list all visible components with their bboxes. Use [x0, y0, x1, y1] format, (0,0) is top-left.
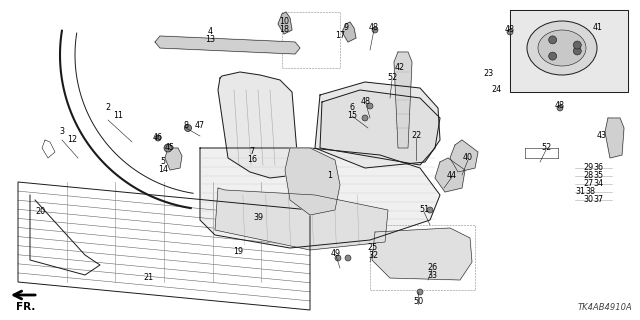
Text: 24: 24 [491, 85, 501, 94]
Text: 34: 34 [593, 180, 603, 188]
Text: 2: 2 [106, 103, 111, 113]
Polygon shape [320, 90, 440, 165]
Polygon shape [372, 228, 472, 280]
Text: 51: 51 [419, 205, 429, 214]
Polygon shape [510, 10, 628, 92]
Text: 12: 12 [67, 135, 77, 145]
Text: 50: 50 [413, 298, 423, 307]
Circle shape [184, 124, 191, 132]
Text: 42: 42 [395, 63, 405, 73]
Text: 11: 11 [113, 111, 123, 121]
Circle shape [372, 27, 378, 33]
Text: 48: 48 [361, 98, 371, 107]
Text: 3: 3 [60, 127, 65, 137]
Circle shape [345, 255, 351, 261]
Circle shape [155, 135, 161, 141]
Text: 14: 14 [158, 164, 168, 173]
Polygon shape [200, 148, 440, 248]
Circle shape [164, 144, 172, 152]
Text: 13: 13 [205, 36, 215, 44]
Text: 49: 49 [331, 250, 341, 259]
Polygon shape [315, 82, 440, 168]
Polygon shape [342, 22, 356, 42]
Text: 15: 15 [347, 111, 357, 121]
Text: 44: 44 [447, 171, 457, 180]
Circle shape [335, 255, 341, 261]
Text: 32: 32 [368, 252, 378, 260]
Text: 7: 7 [250, 148, 255, 156]
Text: 1: 1 [328, 171, 333, 180]
Text: 28: 28 [583, 172, 593, 180]
Text: 22: 22 [411, 132, 421, 140]
Text: 48: 48 [369, 23, 379, 33]
Text: 35: 35 [593, 172, 603, 180]
Text: 41: 41 [593, 23, 603, 33]
Text: 52: 52 [387, 74, 397, 83]
Text: 31: 31 [575, 188, 585, 196]
Text: 33: 33 [427, 271, 437, 281]
Ellipse shape [527, 21, 597, 75]
Text: 4: 4 [207, 28, 212, 36]
Polygon shape [215, 188, 388, 250]
Text: TK4AB4910A: TK4AB4910A [577, 303, 632, 312]
Text: 48: 48 [505, 26, 515, 35]
Text: 47: 47 [195, 122, 205, 131]
Text: 23: 23 [483, 69, 493, 78]
Text: 29: 29 [583, 164, 593, 172]
Text: 37: 37 [593, 196, 603, 204]
Circle shape [573, 41, 581, 49]
Polygon shape [165, 148, 182, 170]
Text: 26: 26 [427, 263, 437, 273]
Text: FR.: FR. [16, 302, 36, 312]
Circle shape [573, 47, 581, 55]
Text: 16: 16 [247, 156, 257, 164]
Polygon shape [285, 148, 340, 215]
Polygon shape [218, 72, 298, 178]
Polygon shape [278, 12, 292, 34]
Text: 17: 17 [335, 31, 345, 41]
Text: 43: 43 [597, 132, 607, 140]
Text: 18: 18 [279, 26, 289, 35]
Circle shape [557, 105, 563, 111]
Text: 21: 21 [143, 274, 153, 283]
Text: 30: 30 [583, 196, 593, 204]
Circle shape [548, 52, 557, 60]
Text: 36: 36 [593, 164, 603, 172]
Text: 20: 20 [35, 207, 45, 217]
Text: 8: 8 [184, 122, 189, 131]
Text: 27: 27 [583, 180, 593, 188]
Text: 6: 6 [349, 103, 355, 113]
Text: 38: 38 [585, 188, 595, 196]
Text: 52: 52 [541, 143, 551, 153]
Text: 19: 19 [233, 247, 243, 257]
Circle shape [367, 103, 373, 109]
Circle shape [548, 36, 557, 44]
Ellipse shape [538, 30, 586, 66]
Polygon shape [435, 158, 465, 192]
Text: 39: 39 [253, 213, 263, 222]
Text: 46: 46 [153, 133, 163, 142]
Polygon shape [155, 36, 300, 54]
Polygon shape [450, 140, 478, 172]
Circle shape [417, 289, 423, 295]
Text: 5: 5 [161, 156, 166, 165]
Text: 25: 25 [368, 244, 378, 252]
Polygon shape [605, 118, 624, 158]
Polygon shape [394, 52, 412, 148]
Text: 48: 48 [555, 101, 565, 110]
Text: 9: 9 [344, 23, 349, 33]
Circle shape [427, 207, 433, 213]
Text: 10: 10 [279, 18, 289, 27]
Text: 40: 40 [463, 154, 473, 163]
Circle shape [362, 115, 368, 121]
Circle shape [507, 29, 513, 35]
Text: 45: 45 [165, 143, 175, 153]
